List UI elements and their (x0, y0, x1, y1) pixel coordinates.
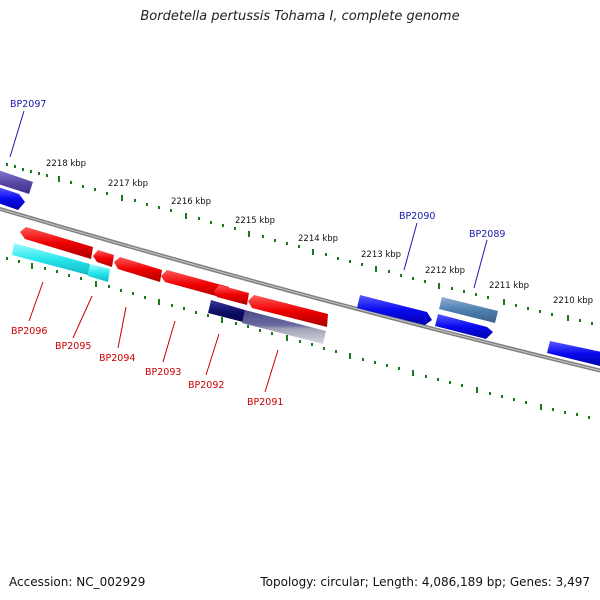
scale-label: 2211 kbp (489, 281, 529, 291)
scale-label: 2213 kbp (361, 250, 401, 260)
gene-label-leader (28, 281, 44, 322)
gene-arrow[interactable] (20, 227, 93, 259)
scale-label: 2210 kbp (553, 296, 593, 306)
gene-arrow[interactable] (0, 170, 33, 194)
gene-label-leader (162, 320, 176, 363)
gene-arrow[interactable] (547, 341, 600, 366)
gene-arrow[interactable] (12, 243, 90, 275)
inner-scale-ticks (6, 257, 590, 419)
gene-label-reverse[interactable]: BP2095 (55, 341, 91, 352)
gene-label-leader (117, 306, 127, 349)
genome-backbone-highlight (0, 208, 600, 372)
gene-label-reverse[interactable]: BP2093 (145, 367, 181, 378)
gene-arrow[interactable] (242, 310, 326, 344)
gene-label-leader (403, 222, 418, 271)
gene-label-reverse[interactable]: BP2096 (11, 326, 47, 337)
genome-title: Bordetella pertussis Tohama I, complete … (140, 9, 460, 24)
gene-arrow[interactable] (435, 314, 493, 339)
gene-label-forward[interactable]: BP2097 (10, 99, 46, 110)
gene-arrow[interactable] (93, 250, 114, 267)
gene-arrow[interactable] (208, 300, 245, 322)
gene-arrow[interactable] (88, 264, 110, 282)
gene-arrow[interactable] (161, 270, 229, 299)
gene-label-leader (473, 239, 488, 289)
scale-label: 2217 kbp (108, 179, 148, 189)
outer-scale-ticks (6, 163, 593, 325)
gene-arrow[interactable] (114, 257, 162, 282)
scale-label: 2218 kbp (46, 159, 86, 169)
gene-label-forward[interactable]: BP2089 (469, 229, 505, 240)
scale-label: 2212 kbp (425, 266, 465, 276)
gene-label-leader (9, 110, 25, 158)
gene-arrow[interactable] (357, 295, 432, 325)
gene-label-reverse[interactable]: BP2091 (247, 397, 283, 408)
scale-label: 2215 kbp (235, 216, 275, 226)
accession-text: Accession: NC_002929 (9, 575, 146, 589)
gene-label-reverse[interactable]: BP2094 (99, 353, 135, 364)
gene-arrow[interactable] (439, 297, 498, 323)
gene-label-reverse[interactable]: BP2092 (188, 380, 224, 391)
gene-label-leader (205, 333, 220, 376)
genome-summary-text: Topology: circular; Length: 4,086,189 bp… (260, 575, 590, 589)
gene-label-leader (264, 349, 279, 393)
scale-label: 2214 kbp (298, 234, 338, 244)
gene-arrow[interactable] (214, 285, 249, 305)
gene-arrow[interactable] (0, 187, 25, 210)
gene-label-leader (72, 295, 93, 339)
gene-label-forward[interactable]: BP2090 (399, 211, 435, 222)
gene-arrow[interactable] (248, 295, 328, 327)
scale-label: 2216 kbp (171, 197, 211, 207)
